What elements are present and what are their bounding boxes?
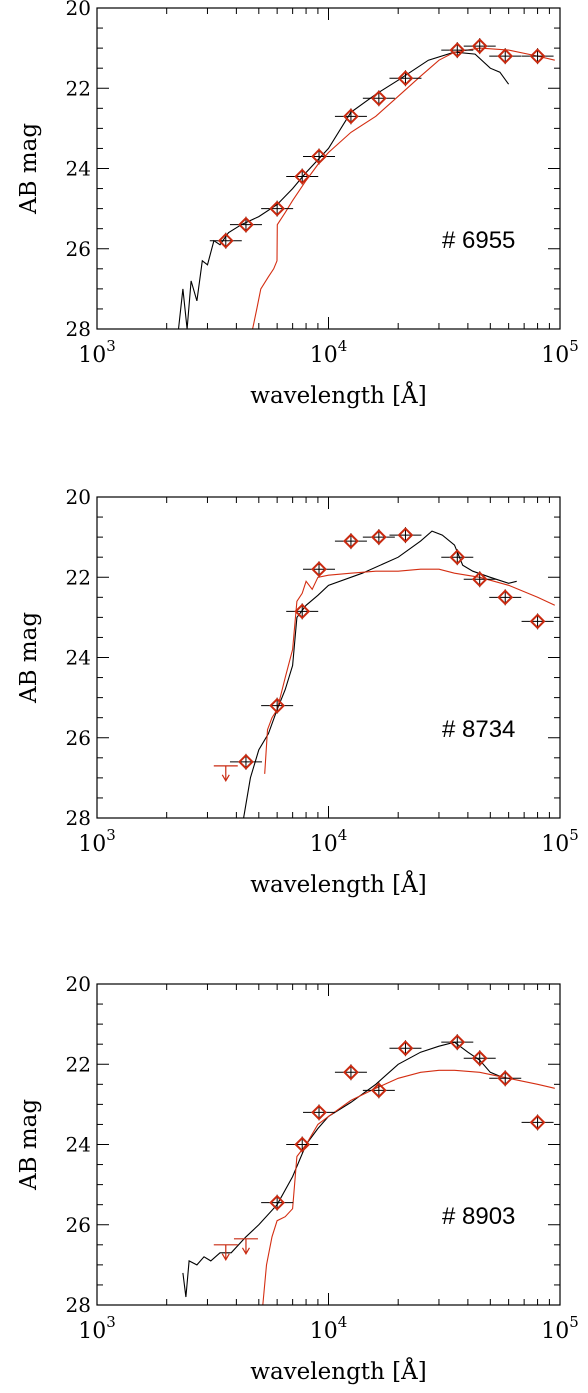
- photometry-point: [521, 1114, 554, 1131]
- y-tick-label: 26: [66, 237, 91, 261]
- y-tick-label: 22: [66, 1052, 91, 1076]
- x-tick-label: 105: [541, 1313, 579, 1344]
- photometry-point: [441, 1034, 474, 1051]
- photometry-point: [303, 148, 336, 165]
- x-tick-label: 104: [310, 1313, 348, 1344]
- y-tick-label: 22: [66, 76, 91, 100]
- photometry-point: [229, 753, 262, 770]
- y-tick-label: 20: [66, 0, 91, 20]
- x-tick-label: 104: [310, 337, 348, 368]
- y-tick-label: 26: [66, 1213, 91, 1237]
- x-tick-label: 103: [78, 337, 116, 368]
- photometry-point: [389, 1040, 422, 1057]
- y-axis-label: AB mag: [16, 1099, 42, 1191]
- photometry-point: [362, 90, 395, 107]
- model-curve-black: [243, 530, 517, 818]
- photometry-point: [521, 48, 554, 65]
- photometry-point: [463, 571, 496, 588]
- model-curve-black: [182, 1041, 501, 1298]
- y-tick-label: 28: [66, 317, 91, 341]
- y-tick-label: 24: [66, 157, 91, 181]
- photometry-point: [441, 42, 474, 59]
- model-curve-red: [252, 47, 555, 329]
- object-id-label: # 8903: [442, 1203, 515, 1230]
- photometry-point: [362, 1082, 395, 1099]
- photometry-point: [261, 697, 294, 714]
- photometry-point: [489, 1070, 522, 1087]
- object-id-label: # 6955: [442, 227, 515, 254]
- model-curve-black: [177, 51, 510, 329]
- photometry-point: [334, 1064, 367, 1081]
- x-tick-label: 103: [78, 1313, 116, 1344]
- photometry-point: [362, 529, 395, 546]
- upper-limit-arrow: [213, 1244, 238, 1262]
- y-tick-label: 28: [66, 806, 91, 830]
- model-curve-red: [262, 1069, 555, 1305]
- y-axis-label: AB mag: [16, 612, 42, 704]
- y-tick-label: 24: [66, 1133, 91, 1157]
- model-curve-red: [264, 568, 556, 774]
- photometry-point: [489, 48, 522, 65]
- y-tick-label: 20: [66, 972, 91, 996]
- x-axis-label: wavelength [Å]: [250, 870, 426, 898]
- x-axis-label: wavelength [Å]: [250, 381, 426, 409]
- photometry-point: [261, 200, 294, 217]
- object-id-label: # 8734: [442, 716, 515, 743]
- photometry-point: [303, 561, 336, 578]
- y-axis-label: AB mag: [16, 123, 42, 215]
- x-tick-label: 104: [310, 826, 348, 857]
- y-tick-label: 28: [66, 1293, 91, 1317]
- axes-frame: [96, 983, 561, 1306]
- x-tick-label: 105: [541, 337, 579, 368]
- photometry-point: [521, 613, 554, 630]
- axes-frame: [96, 496, 561, 819]
- photometry-point: [334, 108, 367, 125]
- photometry-point: [286, 168, 319, 185]
- x-axis-label: wavelength [Å]: [250, 1357, 426, 1385]
- photometry-point: [334, 533, 367, 550]
- photometry-point: [389, 527, 422, 544]
- photometry-point: [389, 70, 422, 87]
- y-tick-label: 22: [66, 565, 91, 589]
- photometry-point: [261, 1194, 294, 1211]
- y-tick-label: 26: [66, 726, 91, 750]
- photometry-point: [463, 38, 496, 55]
- photometry-point: [463, 1050, 496, 1067]
- upper-limit-arrow: [213, 765, 238, 783]
- photometry-point: [441, 549, 474, 566]
- photometry-point: [303, 1104, 336, 1121]
- y-tick-label: 20: [66, 485, 91, 509]
- photometry-point: [209, 232, 242, 249]
- x-tick-label: 103: [78, 826, 116, 857]
- photometry-point: [286, 603, 319, 620]
- x-tick-label: 105: [541, 826, 579, 857]
- y-tick-label: 24: [66, 646, 91, 670]
- photometry-point: [229, 216, 262, 233]
- upper-limit-arrow: [233, 1238, 258, 1255]
- photometry-point: [489, 589, 522, 606]
- photometry-point: [286, 1136, 319, 1153]
